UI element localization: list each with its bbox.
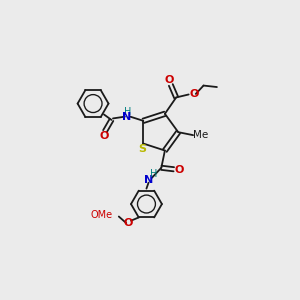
Text: Me: Me	[194, 130, 209, 140]
Text: O: O	[165, 75, 174, 85]
Text: H: H	[150, 169, 158, 179]
Text: N: N	[144, 175, 153, 185]
Text: O: O	[175, 165, 184, 175]
Text: H: H	[124, 107, 131, 117]
Text: O: O	[124, 218, 133, 228]
Text: S: S	[139, 144, 147, 154]
Text: OMe: OMe	[90, 210, 112, 220]
Text: O: O	[99, 131, 108, 141]
Text: O: O	[189, 89, 198, 99]
Text: N: N	[122, 112, 132, 122]
